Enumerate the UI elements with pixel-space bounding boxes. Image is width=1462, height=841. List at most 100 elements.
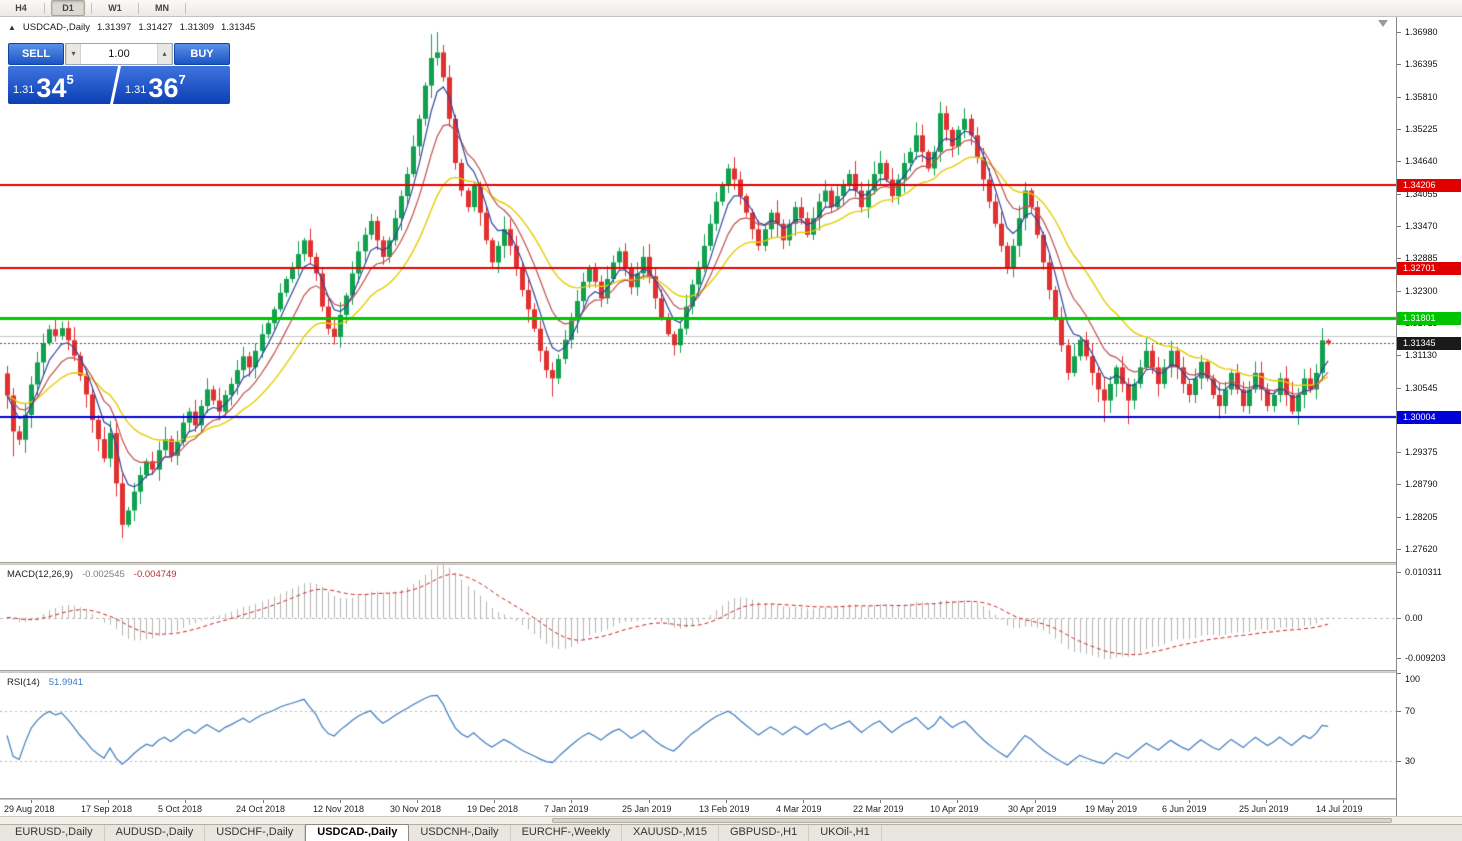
price-level-badge: 1.30004 xyxy=(1397,411,1461,424)
chart-tab-eurchf[interactable]: EURCHF-,Weekly xyxy=(511,825,622,841)
rsi-label: RSI(14) xyxy=(7,677,40,688)
rsi-axis-label: 30 xyxy=(1405,756,1416,766)
buy-quote-button[interactable]: 1.31 36 7 xyxy=(113,66,230,104)
price-axis-label: 1.36980 xyxy=(1405,27,1438,37)
macd-axis-label: -0.009203 xyxy=(1405,653,1446,663)
ask-price-pip: 7 xyxy=(178,72,186,87)
date-axis-label: 29 Aug 2018 xyxy=(4,804,55,814)
volume-decrease-button[interactable]: ▾ xyxy=(66,44,81,64)
price-axis-tick xyxy=(1397,32,1401,33)
date-axis-tick xyxy=(957,800,958,803)
chart-tab-xauusd[interactable]: XAUUSD-,M15 xyxy=(622,825,719,841)
price-axis-label: 1.35810 xyxy=(1405,92,1438,102)
price-axis-tick xyxy=(1397,452,1401,453)
price-axis-tick xyxy=(1397,226,1401,227)
date-axis-tick xyxy=(1189,800,1190,803)
date-axis-label: 19 May 2019 xyxy=(1085,804,1138,814)
chart-tab-eurusd[interactable]: EURUSD-,Daily xyxy=(4,825,105,841)
horizontal-scrollbar-thumb[interactable] xyxy=(552,818,1392,823)
toolbar-separator xyxy=(91,2,92,14)
panel-splitter-macd[interactable] xyxy=(0,562,1462,565)
ohlc-open: 1.31397 xyxy=(96,22,132,33)
chart-tab-audusd[interactable]: AUDUSD-,Daily xyxy=(105,825,206,841)
panel-splitter-rsi[interactable] xyxy=(0,670,1462,673)
date-axis-label: 19 Dec 2018 xyxy=(467,804,519,814)
macd-axis-label: 0.00 xyxy=(1405,613,1423,623)
buy-button[interactable]: BUY xyxy=(174,43,230,65)
rsi-axis-tick xyxy=(1397,761,1401,762)
date-axis-label: 22 Mar 2019 xyxy=(853,804,904,814)
sell-button[interactable]: SELL xyxy=(8,43,64,65)
price-axis-label: 1.28205 xyxy=(1405,512,1438,522)
bid-price-big: 34 xyxy=(36,73,67,103)
date-axis[interactable]: 29 Aug 2018 17 Sep 2018 5 Oct 2018 24 Oct 2… xyxy=(0,800,1396,816)
chart-tab-gbpusd[interactable]: GBPUSD-,H1 xyxy=(719,825,810,841)
date-axis-label: 5 Oct 2018 xyxy=(158,804,203,814)
chart-shift-marker-icon[interactable] xyxy=(1378,20,1388,27)
date-axis-label: 24 Oct 2018 xyxy=(236,804,286,814)
current-price-badge: 1.31345 xyxy=(1397,337,1461,350)
price-axis-tick xyxy=(1397,549,1401,550)
chart-title: USDCAD-,Daily xyxy=(22,22,90,33)
bid-price-pip: 5 xyxy=(66,72,74,87)
macd-indicator-canvas[interactable] xyxy=(0,565,1396,670)
period-button-d1[interactable]: D1 xyxy=(51,0,85,16)
date-axis-tick xyxy=(108,800,109,803)
date-axis-tick xyxy=(417,800,418,803)
price-axis-label: 1.30545 xyxy=(1405,383,1438,393)
price-level-badge: 1.32701 xyxy=(1397,262,1461,275)
chart-tab-usdchf[interactable]: USDCHF-,Daily xyxy=(205,825,306,841)
chart-tab-usdcad[interactable]: USDCAD-,Daily xyxy=(305,824,410,841)
date-axis-label: 30 Nov 2018 xyxy=(390,804,442,814)
period-button-h4[interactable]: H4 xyxy=(15,3,27,13)
date-axis-tick xyxy=(649,800,650,803)
ask-price-small: 1.31 xyxy=(125,84,147,96)
date-axis-label: 13 Feb 2019 xyxy=(699,804,750,814)
date-axis-label: 7 Jan 2019 xyxy=(544,804,589,814)
bid-price-small: 1.31 xyxy=(13,84,35,96)
macd-axis-tick xyxy=(1397,618,1401,619)
ohlc-high: 1.31427 xyxy=(138,22,173,33)
volume-input[interactable]: 1.00 xyxy=(108,48,130,60)
price-axis[interactable]: 1.36980 1.36395 1.35810 1.35225 1.34640 1.340… xyxy=(1396,17,1462,816)
symbol-arrow-icon: ▲ xyxy=(8,23,16,32)
macd-axis-label: 0.010311 xyxy=(1405,567,1442,577)
price-axis-label: 1.36395 xyxy=(1405,59,1438,69)
volume-increase-button[interactable]: ▴ xyxy=(157,44,172,64)
date-axis-label: 12 Nov 2018 xyxy=(313,804,365,814)
rsi-value: 51.9941 xyxy=(48,677,84,688)
date-axis-tick xyxy=(494,800,495,803)
price-chart-canvas[interactable] xyxy=(0,17,1396,562)
price-axis-label: 1.33470 xyxy=(1405,221,1438,231)
price-axis-tick xyxy=(1397,161,1401,162)
rsi-indicator-canvas[interactable] xyxy=(0,673,1396,798)
price-axis-label: 1.34055 xyxy=(1405,189,1438,199)
ohlc-low: 1.31309 xyxy=(179,22,214,33)
chart-window: ▲ USDCAD-,Daily 1.31397 1.31427 1.31309 … xyxy=(0,17,1462,816)
price-level-badge: 1.31801 xyxy=(1397,312,1461,325)
date-axis-tick xyxy=(803,800,804,803)
price-axis-tick xyxy=(1397,291,1401,292)
price-level-badge: 1.34206 xyxy=(1397,179,1461,192)
date-axis-label: 30 Apr 2019 xyxy=(1008,804,1057,814)
date-axis-tick xyxy=(185,800,186,803)
ohlc-close: 1.31345 xyxy=(221,22,256,33)
price-axis-label: 1.35225 xyxy=(1405,124,1438,134)
date-axis-tick xyxy=(1343,800,1344,803)
period-button-w1[interactable]: W1 xyxy=(108,3,122,13)
chart-tab-ukoil[interactable]: UKOil-,H1 xyxy=(809,825,882,841)
chart-tab-usdcnh[interactable]: USDCNH-,Daily xyxy=(409,825,511,841)
macd-axis-tick xyxy=(1397,572,1401,573)
rsi-axis-label: 100 xyxy=(1405,674,1421,684)
rsi-axis-tick xyxy=(1397,673,1401,674)
date-axis-label: 14 Jul 2019 xyxy=(1316,804,1363,814)
one-click-trading-widget: SELL ▾ 1.00 ▴ BUY 1.31 34 5 1.31 36 7 xyxy=(8,43,230,104)
volume-control: ▾ 1.00 ▴ xyxy=(65,43,173,65)
period-button-mn[interactable]: MN xyxy=(155,3,169,13)
price-axis-label: 1.29375 xyxy=(1405,447,1438,457)
date-axis-tick xyxy=(1266,800,1267,803)
date-axis-tick xyxy=(571,800,572,803)
chart-tab-bar: EURUSD-,Daily AUDUSD-,Daily USDCHF-,Daily U… xyxy=(0,824,1462,841)
price-axis-tick xyxy=(1397,129,1401,130)
sell-quote-button[interactable]: 1.31 34 5 xyxy=(8,66,118,104)
